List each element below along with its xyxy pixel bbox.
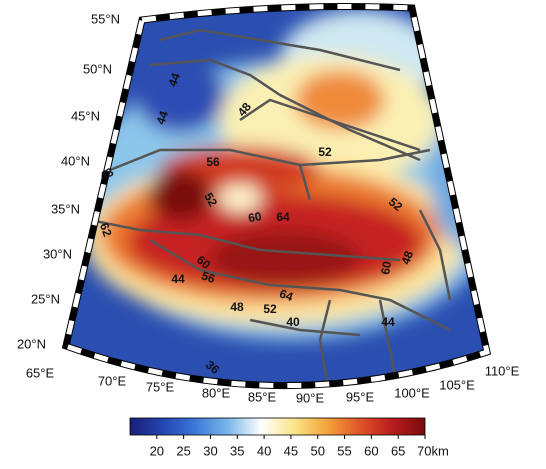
lat-label: 50°N (83, 61, 112, 76)
contour-label: 48 (97, 165, 116, 184)
contour-label: 44 (381, 315, 395, 329)
contour-label: 52 (318, 145, 332, 159)
lat-label: 35°N (51, 201, 80, 216)
contour-label: 44 (171, 272, 185, 286)
colorbar-tick-label: 65 (391, 443, 405, 458)
contour-label: 44 (153, 109, 171, 127)
colorbar-tick-label: 55 (337, 443, 351, 458)
contour-label: 62 (97, 221, 115, 239)
contour-label: 48 (230, 300, 244, 314)
contour-label: 60 (247, 209, 263, 225)
contour-label: 56 (206, 155, 220, 169)
lon-label: 65°E (26, 365, 55, 380)
colorbar-tick-label: 50 (310, 443, 324, 458)
contour-label: 60 (378, 260, 394, 276)
labels: 55°N 50°N 45°N 40°N 35°N 30°N 25°N 20°N 65°E 70°E… (17, 11, 520, 458)
lon-label: 85°E (248, 389, 277, 404)
lon-label: 105°E (439, 377, 475, 392)
colorbar-tick-label: 20 (150, 443, 164, 458)
fault-lines (89, 28, 452, 386)
lat-label: 45°N (71, 108, 100, 123)
lon-label: 80°E (202, 385, 231, 400)
lat-label: 20°N (17, 336, 46, 351)
colorbar-tick-label: 70km (417, 443, 449, 458)
lon-label: 95°E (346, 389, 375, 404)
lon-label: 70°E (98, 373, 127, 388)
contour-label: 48 (398, 249, 416, 267)
contour-label: 52 (263, 302, 277, 316)
colorbar-tick-label: 45 (284, 443, 298, 458)
lon-label: 110°E (485, 363, 520, 378)
contour-label: 40 (286, 315, 300, 329)
contour-label: 52 (201, 190, 220, 209)
contour-label: 44 (165, 71, 183, 89)
colorbar-tick-label: 40 (257, 443, 271, 458)
lon-label: 75°E (146, 379, 175, 394)
colorbar-tick-label: 60 (364, 443, 378, 458)
lat-label: 25°N (31, 291, 60, 306)
colorbar-tick-label: 25 (176, 443, 190, 458)
lat-label: 30°N (43, 246, 72, 261)
colorbar-tick-label: 30 (203, 443, 217, 458)
colorbar (129, 417, 426, 436)
map-frame (61, 3, 492, 390)
lon-label: 90°E (296, 390, 325, 405)
colorbar-tick-label: 35 (230, 443, 244, 458)
contour-label: 64 (276, 210, 290, 224)
lon-label: 100°E (394, 385, 430, 400)
contour-label: 64 (278, 286, 296, 304)
contour-label: 56 (200, 268, 218, 286)
lat-label: 55°N (91, 11, 120, 26)
lat-label: 40°N (61, 153, 90, 168)
